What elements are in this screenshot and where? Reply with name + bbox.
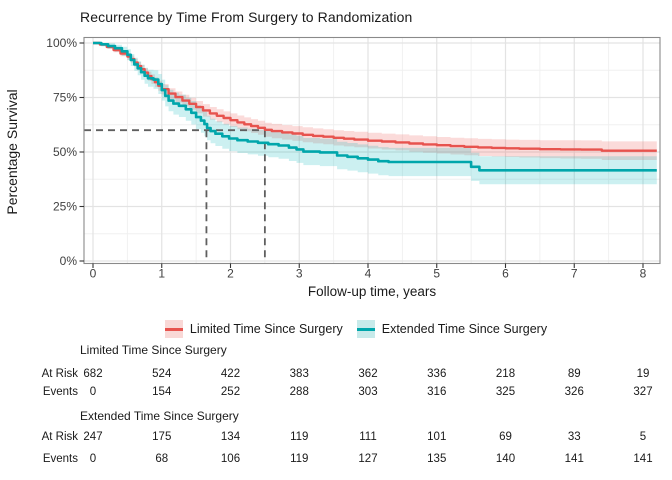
- risk-value: 247: [83, 431, 103, 443]
- risk-value: 524: [152, 368, 172, 380]
- risk-value: 69: [499, 431, 512, 443]
- reference-dashed-lines: [84, 129, 266, 261]
- risk-value: 119: [290, 431, 309, 443]
- legend-label: Limited Time Since Surgery: [189, 322, 343, 336]
- minor-gridlines: [84, 37, 660, 264]
- risk-value: 316: [427, 386, 447, 398]
- x-tick-label: 1: [158, 267, 165, 281]
- risk-value: 362: [358, 368, 378, 380]
- risk-row-label: Events: [42, 386, 78, 398]
- legend-entry-limited: Limited Time Since Surgery: [164, 320, 343, 338]
- survival-curve-limited: [93, 41, 657, 152]
- x-tick-label: 8: [640, 267, 647, 281]
- x-tick-labels: 0 1 2 3 4 5 6 7 8: [90, 267, 647, 281]
- risk-value: 101: [427, 431, 447, 443]
- y-tick-label: 25%: [53, 200, 77, 214]
- risk-value: 33: [567, 431, 581, 443]
- risk-value: 326: [564, 386, 584, 398]
- risk-value: 175: [152, 431, 172, 443]
- risk-value: 327: [633, 386, 653, 398]
- risk-group-header: Limited Time Since Surgery: [80, 343, 227, 357]
- chart-title: Recurrence by Time From Surgery to Rando…: [80, 9, 413, 25]
- risk-row-label: At Risk: [41, 368, 78, 380]
- risk-value: 19: [636, 368, 650, 380]
- risk-value: 218: [495, 368, 516, 380]
- risk-value: 154: [152, 386, 172, 398]
- x-axis-title: Follow-up time, years: [308, 284, 437, 299]
- legend-key-line-icon: [164, 327, 183, 331]
- panel-border: [83, 36, 661, 265]
- risk-value: 140: [495, 453, 516, 465]
- x-tick-label: 2: [227, 267, 234, 281]
- risk-value: 111: [359, 431, 377, 443]
- risk-value: 89: [567, 368, 581, 380]
- risk-value: 383: [289, 368, 309, 380]
- risk-value: 422: [220, 368, 241, 380]
- risk-value: 336: [427, 368, 447, 380]
- risk-row-label: At Risk: [41, 431, 78, 443]
- survival-chart: 0 1 2 3 4 5 6 7 8 0% 25% 50% 75% 100% Follow-up time…: [4, 36, 661, 299]
- y-tick-label: 50%: [53, 145, 77, 159]
- axis-tick-marks: [79, 42, 644, 268]
- risk-value: 141: [633, 453, 653, 465]
- risk-group-header: Extended Time Since Surgery: [80, 409, 239, 423]
- x-tick-label: 0: [90, 267, 97, 281]
- legend-key-line-icon: [356, 327, 375, 331]
- risk-row-label: Events: [42, 453, 78, 465]
- risk-value: 127: [358, 453, 378, 465]
- x-tick-label: 7: [571, 267, 578, 281]
- legend-entry-extended: Extended Time Since Surgery: [356, 320, 548, 338]
- legend-swatch-icon: [356, 320, 375, 338]
- ci-band-extended: [93, 43, 657, 185]
- risk-value: 106: [220, 453, 241, 465]
- risk-value: 68: [155, 453, 169, 465]
- y-tick-label: 100%: [46, 36, 77, 50]
- risk-value: 0: [89, 453, 97, 465]
- survival-curves: [93, 41, 657, 172]
- y-tick-label: 75%: [53, 91, 77, 105]
- y-axis-title: Percentage Survival: [4, 89, 20, 214]
- confidence-bands: [93, 43, 657, 185]
- legend-label: Extended Time Since Surgery: [381, 322, 548, 336]
- risk-value: 119: [290, 453, 309, 465]
- risk-value: 5: [639, 431, 647, 443]
- risk-value: 134: [220, 431, 241, 443]
- risk-value: 303: [358, 386, 378, 398]
- risk-value: 141: [564, 453, 584, 465]
- risk-value: 325: [495, 386, 516, 398]
- x-tick-label: 5: [433, 267, 440, 281]
- x-tick-label: 4: [365, 267, 372, 281]
- risk-value: 288: [289, 386, 309, 398]
- risk-value: 135: [427, 453, 447, 465]
- risk-value: 252: [220, 386, 241, 398]
- y-tick-label: 0%: [60, 254, 78, 268]
- risk-value: 0: [89, 386, 97, 398]
- legend: Limited Time Since Surgery Extended Time …: [40, 319, 672, 339]
- x-tick-label: 3: [296, 267, 303, 281]
- risk-value: 682: [83, 368, 103, 380]
- survival-curve-extended: [93, 41, 657, 172]
- legend-swatch-icon: [164, 320, 183, 338]
- x-tick-label: 6: [502, 267, 509, 281]
- major-gridlines: [84, 37, 660, 264]
- y-tick-labels: 0% 25% 50% 75% 100%: [46, 36, 77, 268]
